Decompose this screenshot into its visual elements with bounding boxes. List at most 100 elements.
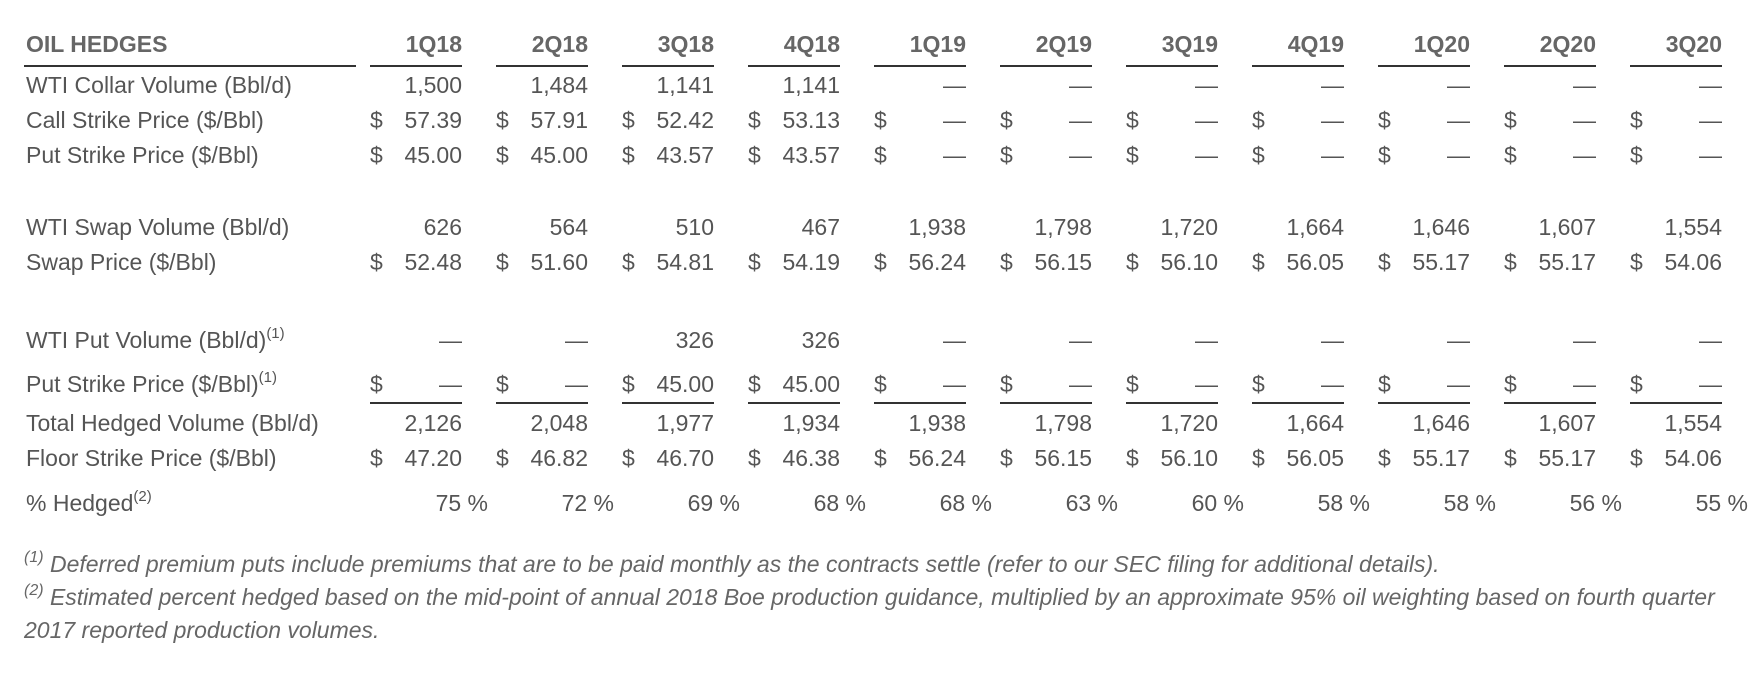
currency-symbol: $ xyxy=(370,249,383,275)
table-cell: 53.13 xyxy=(782,107,840,133)
table-cell: — xyxy=(1573,371,1596,397)
row-label-text: WTI Collar Volume (Bbl/d) xyxy=(26,72,292,98)
row-label: WTI Put Volume (Bbl/d)(1) xyxy=(26,326,285,354)
row-label-text: Call Strike Price ($/Bbl) xyxy=(26,107,264,133)
footnote-1-marker: (1) xyxy=(24,549,44,567)
currency-symbol: $ xyxy=(622,249,635,275)
table-cell: — xyxy=(1573,72,1596,98)
table-cell: — xyxy=(1321,72,1344,98)
currency-symbol: $ xyxy=(1504,142,1517,168)
table-cell: 55.17 xyxy=(1412,445,1470,471)
table-cell: 1,554 xyxy=(1664,410,1722,436)
currency-symbol: $ xyxy=(1378,142,1391,168)
table-cell: 55.17 xyxy=(1412,249,1470,275)
table-cell: 56.24 xyxy=(908,249,966,275)
currency-symbol: $ xyxy=(1378,371,1391,397)
currency-symbol: $ xyxy=(370,107,383,133)
table-cell: — xyxy=(1447,327,1470,353)
table-cell: 72 % xyxy=(561,490,614,516)
table-cell: — xyxy=(943,72,966,98)
subtotal-underline xyxy=(1504,402,1596,404)
table-cell: — xyxy=(1447,72,1470,98)
column-header-2q18: 2Q18 xyxy=(531,31,588,57)
currency-symbol: $ xyxy=(874,371,887,397)
row-label-text: Put Strike Price ($/Bbl) xyxy=(26,371,259,397)
table-cell: — xyxy=(1573,142,1596,168)
table-cell: 564 xyxy=(549,214,588,240)
table-cell: — xyxy=(1069,107,1092,133)
currency-symbol: $ xyxy=(496,249,509,275)
footnote-1: (1) Deferred premium puts include premiu… xyxy=(24,548,1734,581)
row-label-text: Total Hedged Volume (Bbl/d) xyxy=(26,410,319,436)
oil-hedges-table: OIL HEDGES 1Q18 2Q18 3Q18 4Q18 1Q19 2Q19 3Q19 4Q… xyxy=(24,31,1748,516)
table-cell: — xyxy=(439,371,462,397)
currency-symbol: $ xyxy=(1630,107,1643,133)
table-cell: 56.15 xyxy=(1034,249,1092,275)
table-cell: 58 % xyxy=(1317,490,1370,516)
table-cell: — xyxy=(1069,327,1092,353)
currency-symbol: $ xyxy=(496,107,509,133)
subtotal-underline xyxy=(496,402,588,404)
column-header-3q18: 3Q18 xyxy=(657,31,714,57)
footnote-1-text: Deferred premium puts include premiums t… xyxy=(43,551,1440,577)
currency-symbol: $ xyxy=(1630,371,1643,397)
table-cell: 45.00 xyxy=(782,371,840,397)
table-cell: 1,938 xyxy=(908,214,966,240)
subtotal-underline xyxy=(874,402,966,404)
table-cell: 1,607 xyxy=(1538,410,1596,436)
table-cell: 1,798 xyxy=(1034,214,1092,240)
currency-symbol: $ xyxy=(370,142,383,168)
column-header-underline xyxy=(1504,65,1596,67)
table-cell: 1,554 xyxy=(1664,214,1722,240)
table-cell: 1,720 xyxy=(1160,214,1218,240)
currency-symbol: $ xyxy=(622,107,635,133)
table-cell: — xyxy=(1195,72,1218,98)
currency-symbol: $ xyxy=(370,371,383,397)
table-cell: — xyxy=(1069,72,1092,98)
subtotal-underline xyxy=(370,402,462,404)
table-cell: 57.39 xyxy=(404,107,462,133)
table-cell: — xyxy=(943,107,966,133)
table-cell: 45.00 xyxy=(656,371,714,397)
table-cell: — xyxy=(565,371,588,397)
table-cell: — xyxy=(1573,107,1596,133)
currency-symbol: $ xyxy=(1378,107,1391,133)
header-title-underline xyxy=(24,65,356,67)
table-cell: 510 xyxy=(675,214,714,240)
column-header-underline xyxy=(622,65,714,67)
table-cell: — xyxy=(1447,107,1470,133)
column-header-underline xyxy=(1378,65,1470,67)
currency-symbol: $ xyxy=(1126,249,1139,275)
currency-symbol: $ xyxy=(1252,371,1265,397)
currency-symbol: $ xyxy=(1504,445,1517,471)
column-header-underline xyxy=(874,65,966,67)
row-label: WTI Collar Volume (Bbl/d) xyxy=(26,72,292,99)
currency-symbol: $ xyxy=(1126,107,1139,133)
currency-symbol: $ xyxy=(748,107,761,133)
subtotal-underline xyxy=(1630,402,1722,404)
table-cell: — xyxy=(1069,142,1092,168)
row-label: Put Strike Price ($/Bbl) xyxy=(26,142,259,169)
table-cell: 51.60 xyxy=(530,249,588,275)
table-cell: 75 % xyxy=(435,490,488,516)
currency-symbol: $ xyxy=(1378,249,1391,275)
table-cell: 46.70 xyxy=(656,445,714,471)
table-cell: 56.24 xyxy=(908,445,966,471)
table-cell: — xyxy=(943,371,966,397)
table-cell: 2,048 xyxy=(530,410,588,436)
currency-symbol: $ xyxy=(496,371,509,397)
currency-symbol: $ xyxy=(1000,107,1013,133)
table-cell: 45.00 xyxy=(530,142,588,168)
currency-symbol: $ xyxy=(370,445,383,471)
table-cell: 52.42 xyxy=(656,107,714,133)
currency-symbol: $ xyxy=(874,249,887,275)
currency-symbol: $ xyxy=(1252,445,1265,471)
table-cell: — xyxy=(1069,371,1092,397)
table-cell: — xyxy=(943,142,966,168)
footnote-2-text: Estimated percent hedged based on the mi… xyxy=(24,584,1715,643)
table-cell: 55 % xyxy=(1695,490,1748,516)
table-cell: 1,500 xyxy=(404,72,462,98)
currency-symbol: $ xyxy=(748,142,761,168)
currency-symbol: $ xyxy=(1630,445,1643,471)
table-cell: 60 % xyxy=(1191,490,1244,516)
